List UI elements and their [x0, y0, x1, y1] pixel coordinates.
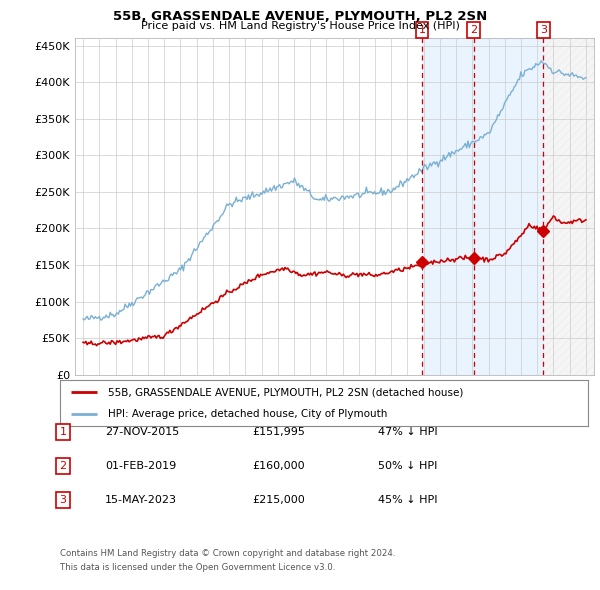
Text: 55B, GRASSENDALE AVENUE, PLYMOUTH, PL2 2SN (detached house): 55B, GRASSENDALE AVENUE, PLYMOUTH, PL2 2…: [107, 388, 463, 398]
Text: 1: 1: [419, 25, 425, 35]
Text: £215,000: £215,000: [252, 496, 305, 505]
Text: 47% ↓ HPI: 47% ↓ HPI: [378, 427, 437, 437]
Text: 50% ↓ HPI: 50% ↓ HPI: [378, 461, 437, 471]
Text: 3: 3: [59, 496, 67, 505]
Bar: [473, 38, 543, 375]
Text: Contains HM Land Registry data © Crown copyright and database right 2024.: Contains HM Land Registry data © Crown c…: [60, 549, 395, 558]
Text: 15-MAY-2023: 15-MAY-2023: [105, 496, 177, 505]
Text: 27-NOV-2015: 27-NOV-2015: [105, 427, 179, 437]
Text: £151,995: £151,995: [252, 427, 305, 437]
Text: Price paid vs. HM Land Registry's House Price Index (HPI): Price paid vs. HM Land Registry's House …: [140, 21, 460, 31]
Text: 1: 1: [59, 427, 67, 437]
Text: 2: 2: [470, 25, 477, 35]
Text: 2: 2: [59, 461, 67, 471]
Text: 45% ↓ HPI: 45% ↓ HPI: [378, 496, 437, 505]
Text: 55B, GRASSENDALE AVENUE, PLYMOUTH, PL2 2SN: 55B, GRASSENDALE AVENUE, PLYMOUTH, PL2 2…: [113, 10, 487, 23]
Bar: [422, 38, 473, 375]
Text: 01-FEB-2019: 01-FEB-2019: [105, 461, 176, 471]
Text: HPI: Average price, detached house, City of Plymouth: HPI: Average price, detached house, City…: [107, 408, 387, 418]
Text: 3: 3: [540, 25, 547, 35]
Text: £160,000: £160,000: [252, 461, 305, 471]
Text: This data is licensed under the Open Government Licence v3.0.: This data is licensed under the Open Gov…: [60, 563, 335, 572]
Bar: [543, 38, 594, 375]
